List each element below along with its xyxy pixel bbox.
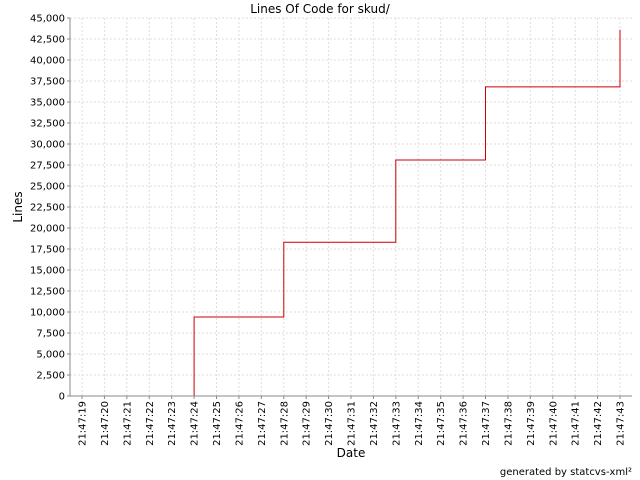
x-tick-label: 21:47:23 [167, 401, 178, 446]
x-tick-label: 21:47:21 [122, 401, 133, 446]
y-tick-label: 17,500 [30, 245, 65, 256]
series-line [82, 29, 621, 397]
x-tick-label: 21:47:41 [571, 401, 582, 446]
x-tick-label: 21:47:19 [78, 401, 89, 446]
y-tick-label: 22,500 [30, 203, 65, 214]
x-tick-label: 21:47:32 [369, 401, 380, 446]
x-tick-label: 21:47:42 [593, 401, 604, 446]
y-tick-label: 15,000 [30, 266, 65, 277]
x-tick-label: 21:47:35 [436, 401, 447, 446]
x-tick-label: 21:47:39 [526, 401, 537, 446]
y-tick-label: 25,000 [30, 182, 65, 193]
y-tick-label: 32,500 [30, 119, 65, 130]
x-tick-label: 21:47:38 [503, 401, 514, 446]
y-tick-label: 7,500 [36, 329, 65, 340]
y-tick-label: 30,000 [30, 140, 65, 151]
x-tick-label: 21:47:33 [391, 401, 402, 446]
y-tick-label: 42,500 [30, 35, 65, 46]
x-tick-label: 21:47:26 [234, 401, 245, 446]
y-axis-label: Lines [11, 191, 25, 222]
y-tick-label: 45,000 [30, 14, 65, 25]
y-tick-label: 27,500 [30, 161, 65, 172]
y-tick-label: 5,000 [36, 350, 65, 361]
x-tick-label: 21:47:34 [414, 401, 425, 446]
chart-title: Lines Of Code for skud/ [250, 2, 390, 16]
x-tick-label: 21:47:27 [257, 401, 268, 446]
y-tick-label: 12,500 [30, 287, 65, 298]
x-tick-label: 21:47:36 [459, 401, 470, 446]
y-tick-label: 37,500 [30, 77, 65, 88]
y-tick-label: 0 [59, 392, 65, 403]
x-tick-label: 21:47:28 [279, 401, 290, 446]
x-tick-label: 21:47:40 [548, 401, 559, 446]
x-tick-label: 21:47:25 [212, 401, 223, 446]
x-axis-ticks: 21:47:19 21:47:20 21:47:21 21:47:22 21:47:23… [78, 396, 627, 446]
y-tick-label: 20,000 [30, 224, 65, 235]
x-tick-label: 21:47:30 [324, 401, 335, 446]
x-tick-label: 21:47:37 [481, 401, 492, 446]
x-tick-label: 21:47:20 [100, 401, 111, 446]
x-tick-label: 21:47:22 [145, 401, 156, 446]
x-tick-label: 21:47:43 [616, 401, 627, 446]
x-axis-label: Date [337, 446, 366, 460]
y-tick-label: 40,000 [30, 56, 65, 67]
grid [70, 17, 632, 396]
y-tick-label: 10,000 [30, 308, 65, 319]
x-tick-label: 21:47:24 [190, 401, 201, 446]
y-axis-ticks: 0 2,500 5,000 7,500 10,000 12,500 15,000 17,500… [30, 14, 70, 403]
y-tick-label: 2,500 [36, 371, 65, 382]
y-tick-label: 35,000 [30, 98, 65, 109]
footer-credit: generated by statcvs-xml² [500, 467, 632, 478]
x-tick-label: 21:47:29 [302, 401, 313, 446]
x-tick-label: 21:47:31 [347, 401, 358, 446]
